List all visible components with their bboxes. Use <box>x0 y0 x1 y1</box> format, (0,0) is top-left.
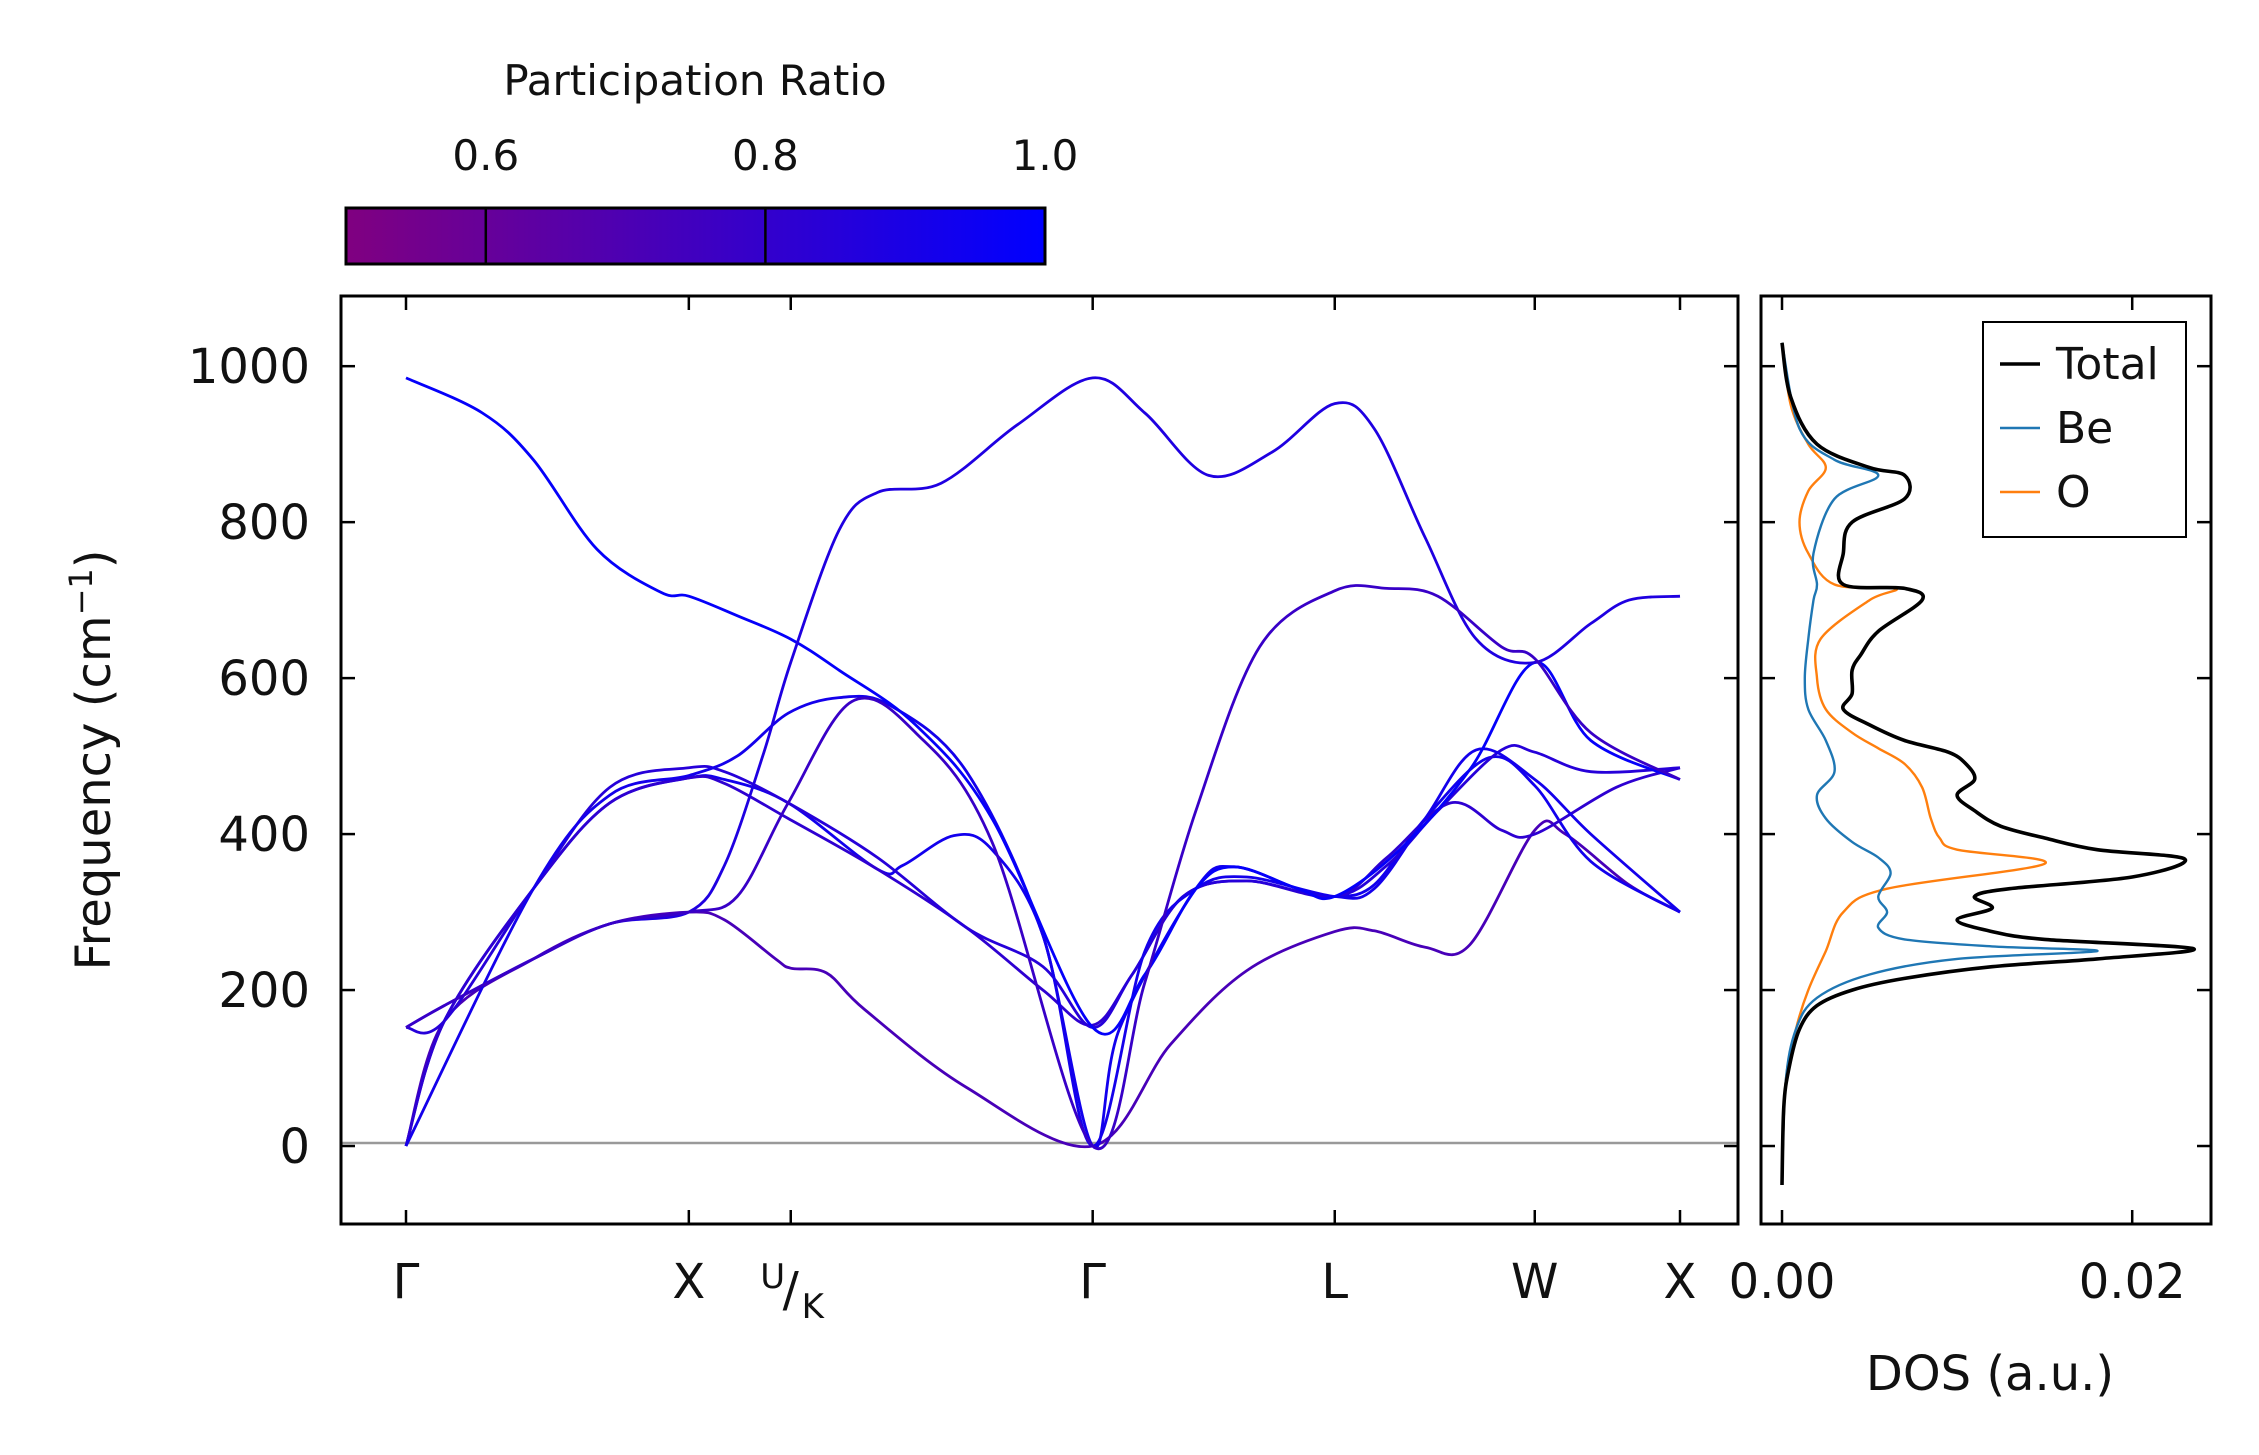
phonon-band-line <box>405 376 1681 1036</box>
x-tick-label: X <box>672 1254 705 1310</box>
dos-y-ticks <box>1761 364 2211 1148</box>
phonon-band-line <box>404 819 1681 1149</box>
dos-plot-frame <box>1759 294 2213 1226</box>
y-axis-label-close: ) <box>66 549 122 568</box>
x-tick-label: Γ <box>1079 1254 1106 1310</box>
colorbar-label: Participation Ratio <box>503 56 886 105</box>
x-tick-label: U <box>760 1257 785 1297</box>
phonon-band-line <box>404 694 1681 1148</box>
phonon-band-line <box>405 584 1681 1151</box>
legend-label-o: O <box>2056 467 2091 518</box>
phonon-band-line <box>404 755 1681 1150</box>
x-tick-label: X <box>1664 1254 1697 1310</box>
x-tick-label: L <box>1321 1254 1348 1310</box>
legend-box <box>1982 321 2187 538</box>
dos-x-axis: 0.00 0.02 <box>1729 296 2186 1310</box>
band-y-axis: 0 200 400 600 800 1000 <box>188 339 1738 1175</box>
colorbar-gradient <box>344 206 1047 266</box>
y-axis-label-sup: −1 <box>62 568 100 615</box>
y-tick-label: 1000 <box>188 339 310 395</box>
colorbar-tick-label: 0.8 <box>732 131 799 180</box>
y-tick-label: 200 <box>218 963 310 1019</box>
legend-label-be: Be <box>2056 403 2113 454</box>
y-tick-label: 800 <box>218 495 310 551</box>
dos-x-tick-label: 0.00 <box>1729 1254 1836 1310</box>
dos-line-total <box>1780 342 2196 1186</box>
phonon-band-line <box>404 766 1681 1147</box>
band-plot-frame <box>339 294 1740 1226</box>
band-structure-panel: 0 200 400 600 800 1000 Γ X U/K Γ L W X Frequency (c… <box>62 294 1740 1327</box>
dos-line-be <box>1780 342 2099 1186</box>
x-tick-label: W <box>1511 1254 1558 1310</box>
legend: Total Be O <box>1982 321 2187 538</box>
y-axis-label-main: Frequency (cm <box>66 615 122 970</box>
colorbar-ticks: 0.6 0.8 1.0 <box>452 131 1078 264</box>
dos-x-tick-label: 0.02 <box>2079 1254 2186 1310</box>
colorbar: Participation Ratio 0.6 0.8 1.0 <box>344 56 1078 266</box>
x-tick-label: K <box>802 1287 826 1327</box>
y-tick-label: 600 <box>218 651 310 707</box>
colorbar-tick-label: 1.0 <box>1012 131 1079 180</box>
phonon-band-line <box>405 376 1681 1029</box>
y-tick-label: 0 <box>279 1119 310 1175</box>
y-axis-label: Frequency (cm−1) <box>62 549 122 970</box>
phonon-bands <box>404 376 1681 1151</box>
dos-line-o <box>1780 342 2047 1186</box>
dos-panel: 0.00 0.02 DOS (a.u.) Total Be O <box>1729 294 2213 1402</box>
x-tick-label: Γ <box>393 1254 420 1310</box>
colorbar-tick-label: 0.6 <box>452 131 519 180</box>
y-tick-label: 400 <box>218 807 310 863</box>
dos-lines <box>1780 342 2196 1186</box>
legend-label-total: Total <box>2055 339 2159 390</box>
x-tick-label-slash: / <box>783 1262 800 1318</box>
x-axis-label: DOS (a.u.) <box>1866 1346 2114 1402</box>
phonon-band-line <box>405 743 1681 1035</box>
band-x-axis: Γ X U/K Γ L W X <box>393 296 1697 1327</box>
